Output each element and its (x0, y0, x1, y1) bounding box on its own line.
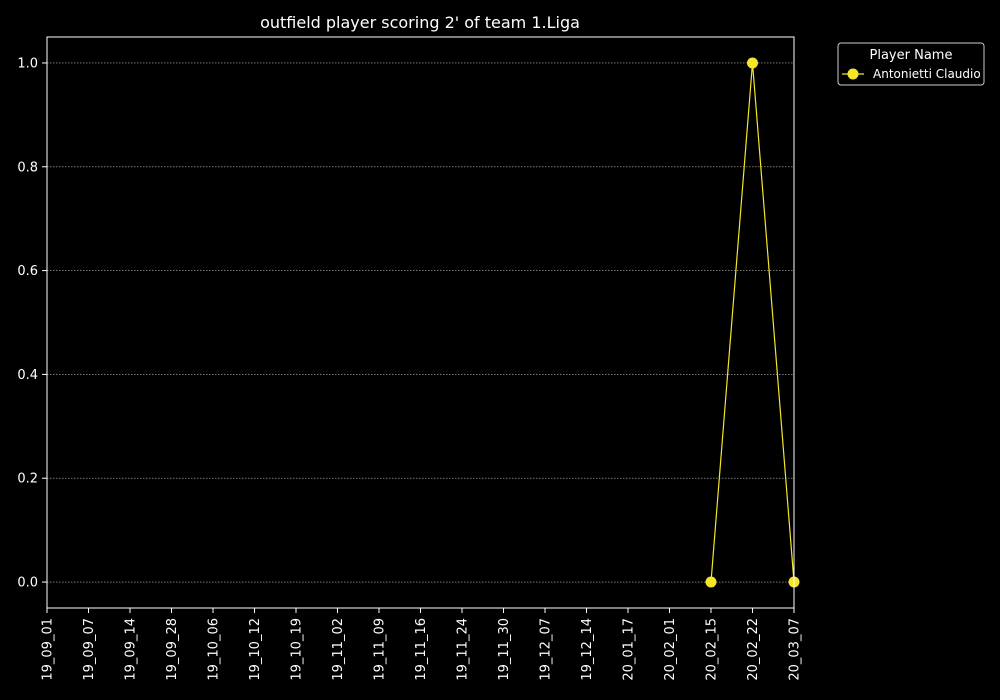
x-tick-label: 19_12_07 (539, 618, 554, 681)
x-tick-label: 20_02_15 (705, 618, 720, 681)
legend-entry-label: Antonietti Claudio (873, 67, 981, 81)
y-axis: 0.0 0.2 0.4 0.6 0.8 1.0 (17, 56, 47, 591)
y-tick-label: 1.0 (17, 56, 38, 71)
x-tick-label: 19_09_28 (165, 618, 180, 681)
x-tick-label: 19_12_14 (580, 618, 595, 681)
legend-box (837, 42, 985, 86)
y-tick-label: 0.0 (17, 576, 38, 591)
data-point (705, 576, 717, 588)
x-tick-label: 19_11_24 (456, 618, 471, 681)
x-tick-label: 20_02_22 (746, 618, 761, 681)
x-tick-label: 20_03_07 (788, 618, 803, 681)
x-tick-label: 19_10_06 (207, 618, 222, 681)
legend: Player Name Antonietti Claudio (837, 42, 985, 86)
grid (47, 62, 794, 583)
x-tick-label: 19_11_30 (497, 618, 512, 681)
y-tick-label: 0.6 (17, 264, 38, 279)
x-tick-label: 20_01_17 (622, 618, 637, 681)
x-tick-label: 19_10_19 (290, 618, 305, 681)
x-tick-label: 20_02_01 (663, 618, 678, 681)
x-tick-label: 19_11_09 (373, 618, 388, 681)
x-tick-label: 19_11_16 (414, 618, 429, 681)
x-axis: 19_09_01 19_09_07 19_09_14 19_09_28 19_10_06… (41, 608, 803, 681)
x-tick-label: 19_09_14 (124, 618, 139, 681)
y-tick-label: 0.4 (17, 368, 38, 383)
plot-background (47, 37, 794, 608)
y-tick-label: 0.8 (17, 160, 38, 175)
legend-title: Player Name (870, 48, 953, 63)
legend-marker (847, 68, 859, 80)
series-layer (705, 57, 800, 588)
y-tick-label: 0.2 (17, 472, 38, 487)
x-tick-label: 19_10_12 (248, 618, 263, 681)
x-tick-label: 19_09_01 (41, 618, 56, 681)
x-tick-label: 19_11_02 (331, 618, 346, 681)
data-point (747, 57, 758, 69)
x-tick-label: 19_09_07 (82, 618, 97, 681)
chart-title: outfield player scoring 2' of team 1.Lig… (260, 13, 580, 32)
